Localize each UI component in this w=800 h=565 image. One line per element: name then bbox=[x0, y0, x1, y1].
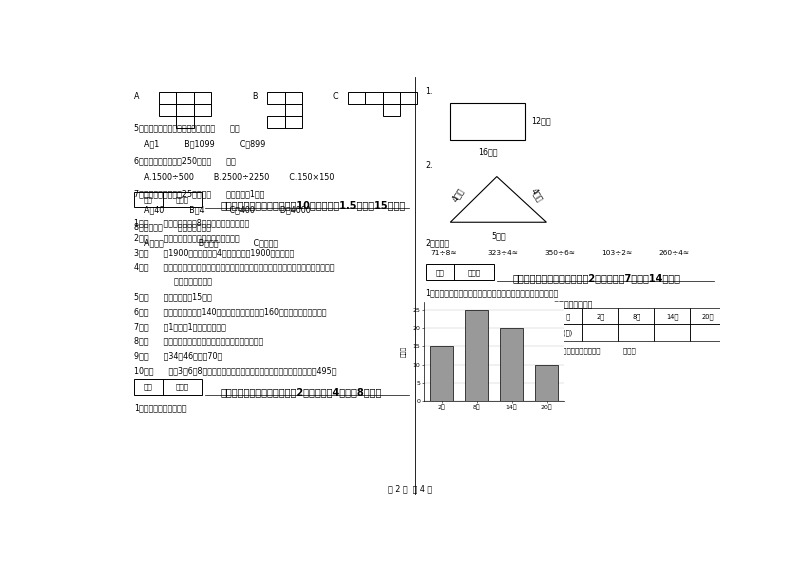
Text: 5、（      ）李老师身高15米。: 5、（ ）李老师身高15米。 bbox=[134, 292, 212, 301]
Text: 5分米: 5分米 bbox=[491, 231, 506, 240]
Text: 气温(度): 气温(度) bbox=[556, 329, 573, 336]
Text: 评卷人: 评卷人 bbox=[467, 269, 481, 276]
Text: A.1500÷500        B.2500÷2250        C.150×150: A.1500÷500 B.2500÷2250 C.150×150 bbox=[134, 173, 334, 181]
Text: 1.: 1. bbox=[426, 88, 433, 97]
Bar bbox=[654, 324, 690, 341]
Bar bbox=[582, 308, 618, 324]
Text: 得分: 得分 bbox=[435, 269, 444, 276]
Text: 8、四边形（      ）平行四边形。: 8、四边形（ ）平行四边形。 bbox=[134, 222, 211, 231]
Text: 323÷4≈: 323÷4≈ bbox=[487, 250, 518, 255]
Text: 103÷2≈: 103÷2≈ bbox=[602, 250, 633, 255]
Text: ①根据统计图填表: ①根据统计图填表 bbox=[553, 299, 593, 308]
Bar bbox=[194, 104, 211, 116]
Text: A、40          B、4          C、400          D、4000: A、40 B、4 C、400 D、4000 bbox=[134, 206, 311, 215]
Text: 得分: 得分 bbox=[144, 384, 153, 390]
Text: 7、平均每个同学体重25千克，（      ）名同学重1吨。: 7、平均每个同学体重25千克，（ ）名同学重1吨。 bbox=[134, 189, 265, 198]
Bar bbox=[400, 92, 418, 104]
Text: 四、看清题目，细心计算（共2小题，每题4分，共8分）。: 四、看清题目，细心计算（共2小题，每题4分，共8分）。 bbox=[221, 388, 382, 398]
Y-axis label: （度）: （度） bbox=[402, 346, 407, 357]
Text: 6、（      ）一条河平均水深140厘米，一匹小马身高是160厘米，它肯定能通过。: 6、（ ）一条河平均水深140厘米，一匹小马身高是160厘米，它肯定能通过。 bbox=[134, 307, 326, 316]
Text: ②这一天的最高气温是（          ）度，最低气温是（          ）度，平均气温大约（          ）度。: ②这一天的最高气温是（ ）度，最低气温是（ ）度，平均气温大约（ ）度。 bbox=[426, 347, 635, 354]
Bar bbox=[618, 308, 654, 324]
Bar bbox=[546, 308, 582, 324]
Bar bbox=[285, 104, 302, 116]
Text: 12厘米: 12厘米 bbox=[531, 116, 550, 125]
Bar bbox=[690, 324, 726, 341]
Text: 时  间: 时 间 bbox=[558, 313, 570, 320]
Bar bbox=[426, 264, 494, 280]
Text: A: A bbox=[134, 92, 139, 101]
Bar bbox=[194, 92, 211, 104]
Text: A、1          B、1099          C、899: A、1 B、1099 C、899 bbox=[134, 140, 266, 149]
Bar bbox=[176, 116, 194, 128]
Text: 五、认真思考，综合能力（共2小题，每题7分，共14分）。: 五、认真思考，综合能力（共2小题，每题7分，共14分）。 bbox=[512, 273, 680, 283]
Text: A、一定              B、可能              C、不可能: A、一定 B、可能 C、不可能 bbox=[134, 239, 278, 248]
Text: 1、下面是气温自测仪上记录的某天四个不同时间的气温情况：: 1、下面是气温自测仪上记录的某天四个不同时间的气温情况： bbox=[426, 289, 558, 298]
Bar bbox=[546, 324, 582, 341]
Text: 2时: 2时 bbox=[596, 313, 605, 320]
Text: 2、动手操作。: 2、动手操作。 bbox=[426, 375, 459, 384]
Text: 7、（      ）1吨铁与1吨棉花一样重。: 7、（ ）1吨铁与1吨棉花一样重。 bbox=[134, 322, 226, 331]
Bar bbox=[267, 92, 285, 104]
Text: 4分米: 4分米 bbox=[530, 186, 545, 203]
Text: 1、求下面图形的周长。: 1、求下面图形的周长。 bbox=[134, 403, 186, 412]
Bar bbox=[382, 104, 400, 116]
Text: B: B bbox=[252, 92, 258, 101]
Text: 9、（      ）34与46的和是70。: 9、（ ）34与46的和是70。 bbox=[134, 351, 222, 360]
Bar bbox=[285, 92, 302, 104]
Bar bbox=[159, 92, 176, 104]
Text: 三、仔细推敲，正确判断（共10小题，每题1.5分，共15分）。: 三、仔细推敲，正确判断（共10小题，每题1.5分，共15分）。 bbox=[221, 201, 406, 211]
Bar bbox=[654, 308, 690, 324]
Text: 评卷人: 评卷人 bbox=[176, 196, 189, 203]
Bar bbox=[159, 104, 176, 116]
Text: 第 2 页  共 4 页: 第 2 页 共 4 页 bbox=[388, 484, 432, 493]
Text: 10、（      ）用3、6、8这三个数字组成的最大三位数与最小三位数，它们相差495。: 10、（ ）用3、6、8这三个数字组成的最大三位数与最小三位数，它们相差495。 bbox=[134, 366, 337, 375]
Text: 260÷4≈: 260÷4≈ bbox=[658, 250, 690, 255]
Bar bbox=[690, 308, 726, 324]
Bar bbox=[465, 310, 488, 401]
Text: 1、（      ）一个两位数乘8，积一定也是两位数。: 1、（ ）一个两位数乘8，积一定也是两位数。 bbox=[134, 218, 250, 227]
Bar bbox=[430, 346, 453, 401]
Text: 4分米: 4分米 bbox=[450, 186, 466, 203]
Bar bbox=[535, 364, 558, 401]
Bar bbox=[500, 328, 523, 401]
Text: 3、（      ）1900年的年份数是4的倍数，所以1900年是闰年。: 3、（ ）1900年的年份数是4的倍数，所以1900年是闰年。 bbox=[134, 248, 294, 257]
Text: 350÷6≈: 350÷6≈ bbox=[545, 250, 575, 255]
Text: 量出每条边的长度，以毫米为单位，并计算周长。: 量出每条边的长度，以毫米为单位，并计算周长。 bbox=[432, 386, 546, 396]
Text: 得分: 得分 bbox=[144, 196, 153, 203]
Text: 方形的周长相等。: 方形的周长相等。 bbox=[134, 277, 212, 286]
Bar bbox=[134, 192, 202, 207]
Text: 16厘米: 16厘米 bbox=[478, 147, 498, 157]
Bar bbox=[285, 116, 302, 128]
Text: 14时: 14时 bbox=[666, 313, 678, 320]
Text: C: C bbox=[333, 92, 338, 101]
Bar bbox=[450, 103, 525, 140]
Text: 6、下面的结果恰好是250的是（      ）。: 6、下面的结果恰好是250的是（ ）。 bbox=[134, 156, 236, 165]
Text: 2.: 2. bbox=[426, 162, 433, 170]
Text: 评卷人: 评卷人 bbox=[176, 384, 189, 390]
Text: 8、（      ）所有的大月都是单月，所有的小月都是双月。: 8、（ ）所有的大月都是单月，所有的小月都是双月。 bbox=[134, 337, 263, 346]
Bar bbox=[348, 92, 366, 104]
Bar bbox=[176, 92, 194, 104]
Bar bbox=[582, 324, 618, 341]
Text: ③实际算一算，这天的平均气温是多少度？: ③实际算一算，这天的平均气温是多少度？ bbox=[426, 360, 518, 369]
Text: 20时: 20时 bbox=[702, 313, 714, 320]
Bar bbox=[267, 116, 285, 128]
Text: 2、估算。: 2、估算。 bbox=[426, 238, 450, 247]
Bar bbox=[382, 92, 400, 104]
Bar bbox=[366, 92, 382, 104]
Bar bbox=[176, 104, 194, 116]
Text: 4、（      ）用同一条铁丝先围成一个最大的正方形，再围成一个最大的长方形，长方形和正: 4、（ ）用同一条铁丝先围成一个最大的正方形，再围成一个最大的长方形，长方形和正 bbox=[134, 263, 334, 272]
Text: 8时: 8时 bbox=[632, 313, 641, 320]
Bar bbox=[618, 324, 654, 341]
Text: 2、（      ）小明面对着东方时，背对着西方。: 2、（ ）小明面对着东方时，背对着西方。 bbox=[134, 233, 240, 242]
Bar bbox=[134, 379, 202, 394]
Text: 71÷8≈: 71÷8≈ bbox=[430, 250, 457, 255]
Text: 5、最小三位数和最大三位数的和是（      ）。: 5、最小三位数和最大三位数的和是（ ）。 bbox=[134, 123, 240, 132]
